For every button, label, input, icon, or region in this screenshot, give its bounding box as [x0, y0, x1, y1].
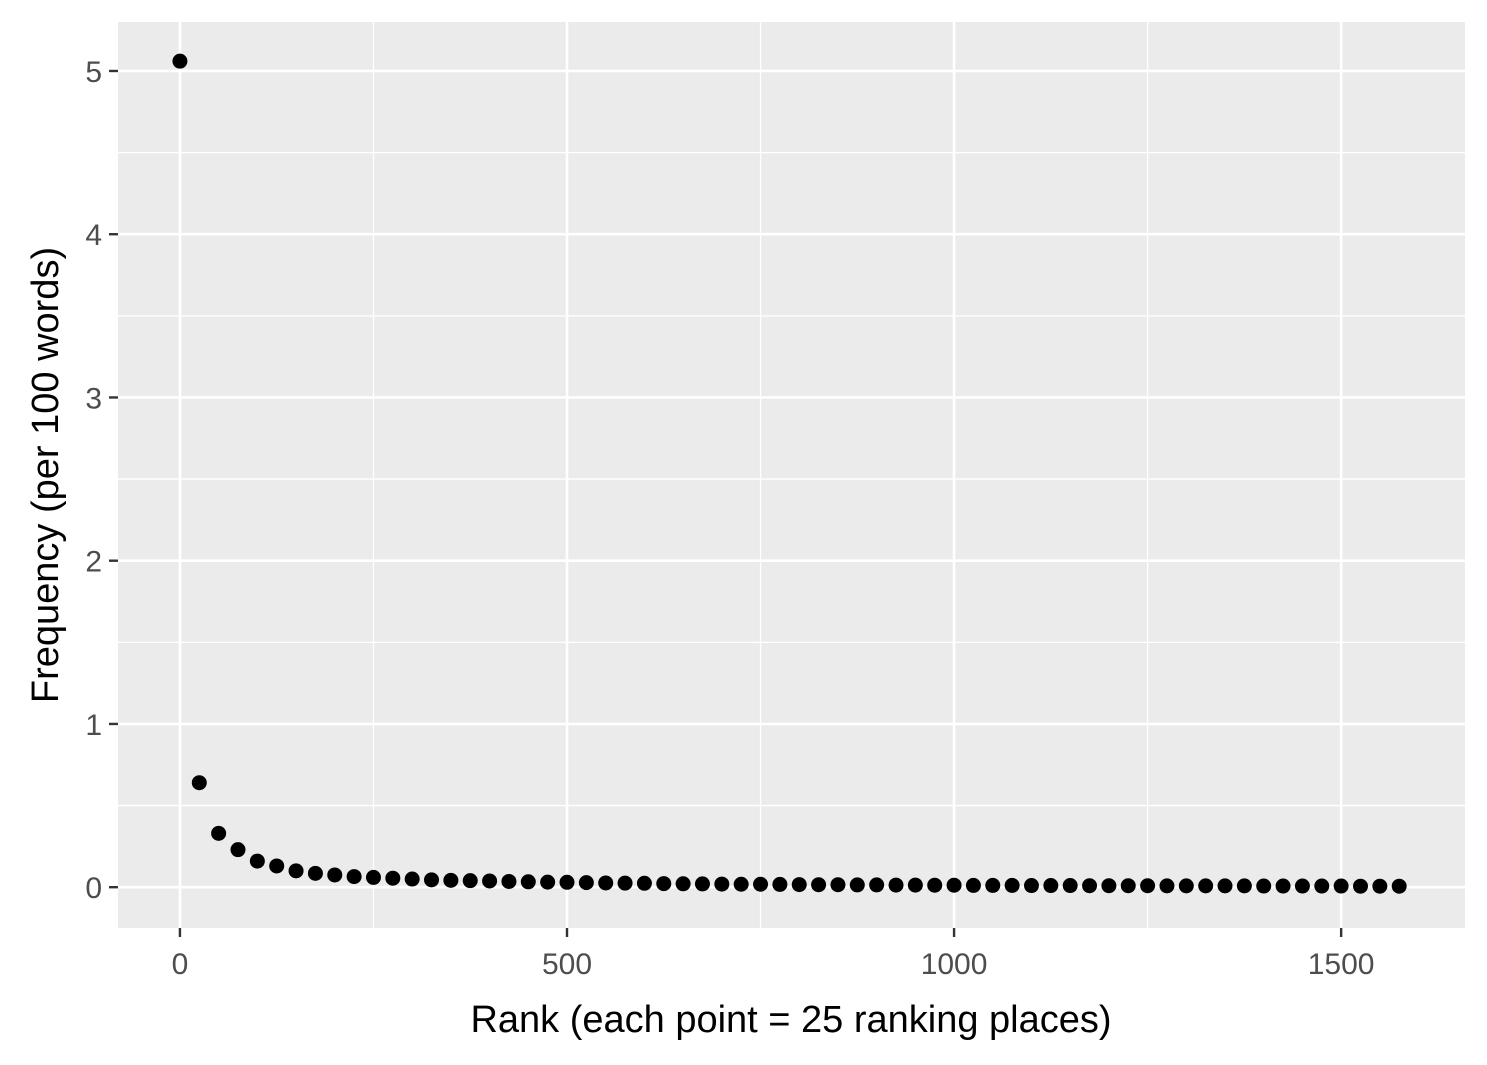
x-axis: 0 500 1000 1500 [172, 928, 1375, 981]
data-point [1372, 878, 1388, 894]
data-points [172, 53, 1407, 894]
x-tick-label: 1000 [921, 948, 988, 981]
data-point [927, 877, 943, 893]
data-point [1101, 878, 1117, 894]
y-axis: 0 1 2 3 4 5 [85, 56, 118, 905]
data-point [1120, 878, 1136, 894]
data-point [520, 874, 536, 890]
data-point [249, 853, 265, 869]
data-point [1217, 878, 1233, 894]
data-point [1004, 877, 1020, 893]
y-tick-label: 3 [85, 382, 102, 415]
data-point [733, 876, 749, 892]
data-point [172, 53, 188, 69]
data-point [965, 877, 981, 893]
data-point [772, 876, 788, 892]
y-tick-label: 0 [85, 872, 102, 905]
data-point [1062, 878, 1078, 894]
data-point [791, 877, 807, 893]
y-tick-label: 5 [85, 56, 102, 89]
data-point [849, 877, 865, 893]
major-gridlines [118, 22, 1465, 928]
data-point [1275, 878, 1291, 894]
data-point [482, 873, 498, 889]
data-point [327, 867, 343, 883]
data-point [1314, 878, 1330, 894]
y-axis-title: Frequency (per 100 words) [25, 247, 67, 703]
y-tick-label: 2 [85, 546, 102, 579]
data-point [714, 876, 730, 892]
data-point [191, 775, 207, 791]
data-point [1352, 878, 1368, 894]
data-point [385, 870, 401, 886]
data-point [288, 863, 304, 879]
data-point [424, 872, 440, 888]
data-point [907, 877, 923, 893]
data-point [1294, 878, 1310, 894]
data-point [811, 877, 827, 893]
plot-panel [118, 22, 1465, 928]
data-point [1140, 878, 1156, 894]
data-point [694, 876, 710, 892]
data-point [1023, 878, 1039, 894]
data-point [404, 871, 420, 887]
data-point [985, 877, 1001, 893]
data-point [1391, 878, 1407, 894]
data-point [636, 875, 652, 891]
data-point [307, 865, 323, 881]
data-point [211, 825, 227, 841]
data-point [753, 876, 769, 892]
x-axis-title: Rank (each point = 25 ranking places) [470, 999, 1111, 1041]
data-point [656, 876, 672, 892]
data-point [1043, 878, 1059, 894]
data-point [869, 877, 885, 893]
data-point [1178, 878, 1194, 894]
data-point [1236, 878, 1252, 894]
data-point [888, 877, 904, 893]
data-point [365, 869, 381, 885]
data-point [443, 872, 459, 888]
data-point [230, 842, 246, 858]
data-point [1082, 878, 1098, 894]
data-point [598, 875, 614, 891]
data-point [462, 873, 478, 889]
data-point [501, 873, 517, 889]
data-point [1198, 878, 1214, 894]
data-point [675, 876, 691, 892]
data-point [1333, 878, 1349, 894]
y-tick-label: 4 [85, 219, 102, 252]
x-tick-label: 1500 [1308, 948, 1375, 981]
data-point [1159, 878, 1175, 894]
data-point [578, 875, 594, 891]
minor-gridlines [118, 22, 1465, 928]
data-point [269, 858, 285, 874]
x-tick-label: 0 [172, 948, 189, 981]
data-point [830, 877, 846, 893]
data-point [1256, 878, 1272, 894]
data-point [540, 874, 556, 890]
data-point [617, 875, 633, 891]
data-point [559, 874, 575, 890]
x-tick-label: 500 [542, 948, 592, 981]
data-point [946, 877, 962, 893]
y-tick-label: 1 [85, 709, 102, 742]
data-point [346, 869, 362, 885]
